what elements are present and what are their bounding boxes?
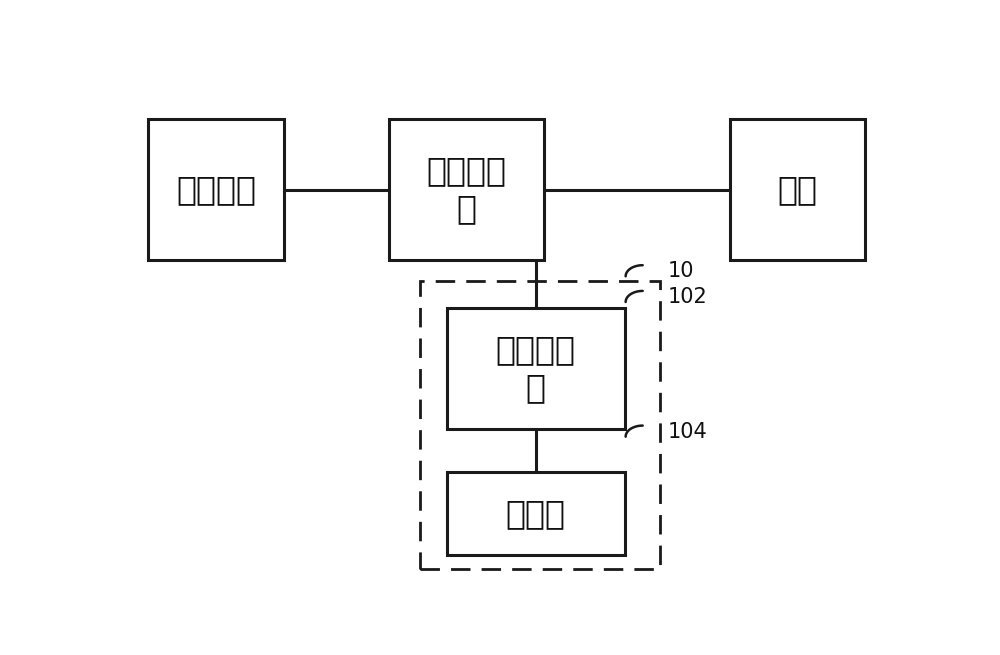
Text: 10: 10 bbox=[668, 261, 694, 281]
Bar bbox=[730, 119, 865, 260]
Text: 负载: 负载 bbox=[777, 173, 817, 206]
Bar bbox=[148, 119, 284, 260]
Text: 104: 104 bbox=[668, 422, 707, 441]
Text: 阻抗匹配
箱: 阻抗匹配 箱 bbox=[426, 154, 506, 225]
Bar bbox=[388, 119, 544, 260]
Text: 射频电源: 射频电源 bbox=[176, 173, 256, 206]
Text: 102: 102 bbox=[668, 287, 707, 307]
Bar bbox=[447, 308, 625, 429]
Text: 处理器: 处理器 bbox=[506, 497, 566, 530]
Text: 传感器组
件: 传感器组 件 bbox=[496, 333, 576, 404]
Bar bbox=[447, 472, 625, 555]
Bar bbox=[420, 282, 660, 569]
